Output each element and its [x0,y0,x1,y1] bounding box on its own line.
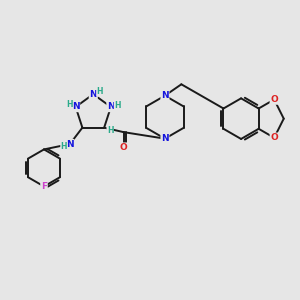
Text: H: H [114,101,121,110]
Text: N: N [89,90,97,99]
Text: H: H [61,142,67,151]
Text: N: N [66,140,74,148]
Text: H: H [66,100,72,109]
Text: N: N [107,103,115,112]
Text: O: O [120,143,128,152]
Text: N: N [161,134,169,143]
Text: O: O [270,133,278,142]
Text: O: O [270,95,278,104]
Text: N: N [72,103,80,112]
Text: N: N [161,91,169,100]
Text: H: H [107,125,113,134]
Text: F: F [41,182,47,191]
Text: H: H [97,87,103,96]
